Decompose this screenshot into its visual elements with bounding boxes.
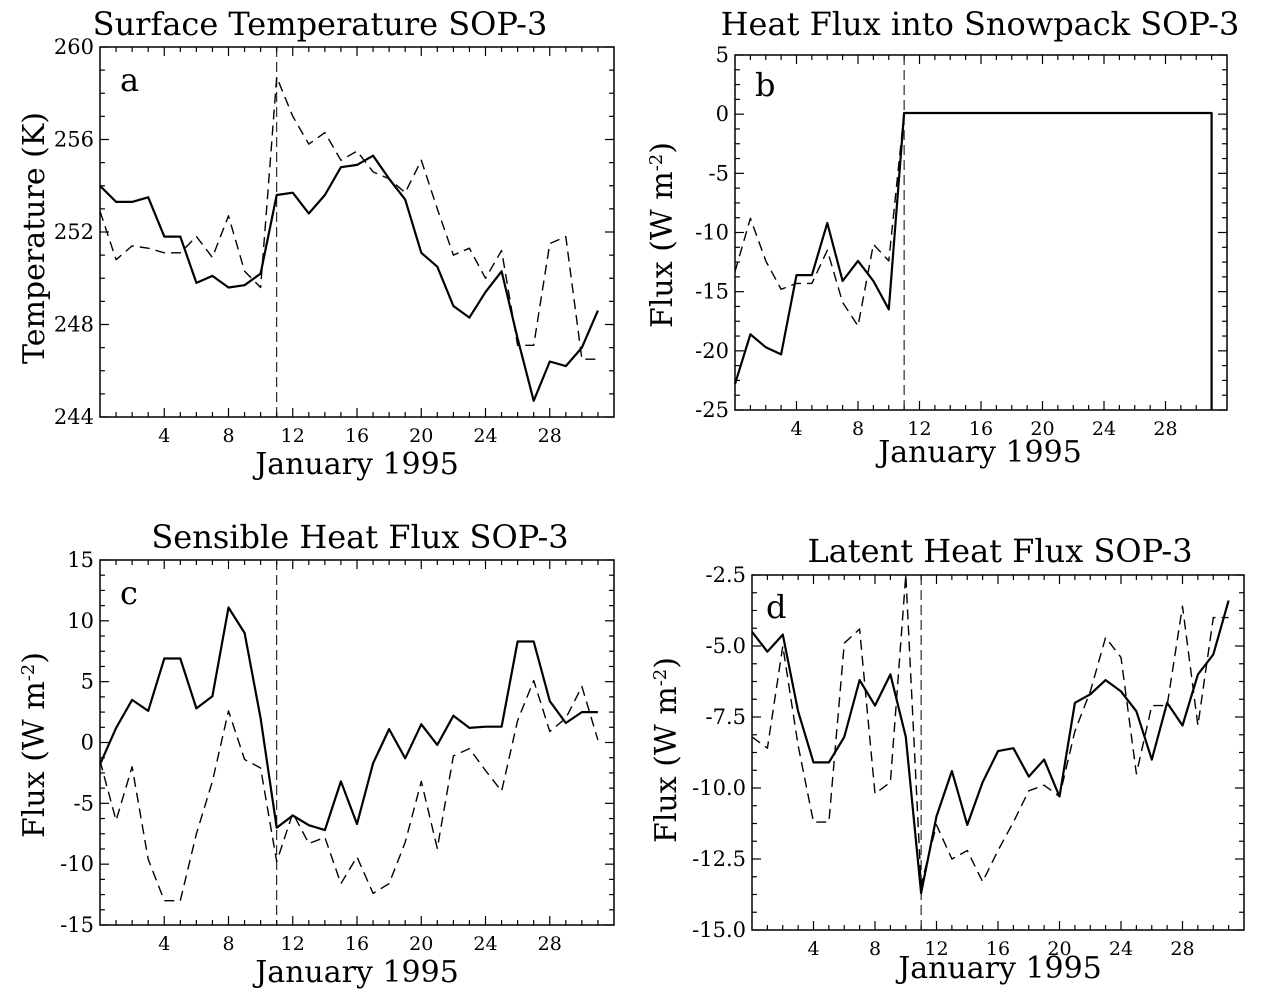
panel-d-y-axis-label-end: ) xyxy=(649,657,684,669)
panel-d-y-axis-label: Flux (W m-2) xyxy=(649,657,684,843)
panel-d-x-tick-label: 16 xyxy=(986,938,1010,960)
panel-d-x-tick-label: 8 xyxy=(869,938,881,960)
panel-c-x-tick-label: 20 xyxy=(409,933,433,955)
panel-b-y-axis-label-superscript: -2 xyxy=(646,154,667,172)
panel-c-x-axis-label: January 1995 xyxy=(252,955,459,990)
panel-d: Latent Heat Flux SOP-3 January 1995 Flux… xyxy=(649,532,1245,986)
panel-c: Sensible Heat Flux SOP-3 January 1995 Fl… xyxy=(17,518,615,990)
panel-a-y-tick-label: 248 xyxy=(54,313,94,337)
panel-a-x-tick-label: 20 xyxy=(409,425,433,447)
panel-a-x-tick-label: 28 xyxy=(538,425,562,447)
panel-c-title: Sensible Heat Flux SOP-3 xyxy=(151,518,568,556)
panel-d-x-tick-label: 4 xyxy=(807,938,819,960)
panel-c-x-tick-label: 28 xyxy=(538,933,562,955)
panel-a-x-tick-label: 16 xyxy=(345,425,369,447)
panel-c-y-tick-label: -5 xyxy=(74,791,94,815)
panel-d-y-tick-label: -7.5 xyxy=(706,705,747,729)
panel-d-y-axis-label-text: Flux (W m xyxy=(649,686,684,843)
panel-c-series-solid-line xyxy=(98,606,598,832)
panel-d-y-axis-label-superscript: -2 xyxy=(650,669,671,687)
panel-b-y-tick-label: 0 xyxy=(716,102,729,126)
panel-b: Heat Flux into Snowpack SOP-3 January 19… xyxy=(645,5,1239,470)
panel-b-y-axis-label-end: ) xyxy=(645,142,680,154)
panel-b-x-tick-label: 4 xyxy=(790,418,802,440)
panel-d-y-tick-label: -2.5 xyxy=(706,563,747,587)
panel-c-y-tick-label: 0 xyxy=(81,731,94,755)
panel-d-title: Latent Heat Flux SOP-3 xyxy=(807,532,1192,570)
panel-a: Surface Temperature SOP-3 January 1995 T… xyxy=(17,5,615,482)
panel-c-y-axis-label-superscript: -2 xyxy=(18,664,39,682)
panel-b-title: Heat Flux into Snowpack SOP-3 xyxy=(721,5,1240,43)
panel-a-letter: a xyxy=(120,61,139,99)
panel-a-x-tick-label: 4 xyxy=(158,425,170,447)
panel-b-series-dashed-line xyxy=(734,112,905,327)
panel-c-y-tick-label: 5 xyxy=(81,670,94,694)
panel-a-x-tick-label: 12 xyxy=(281,425,305,447)
panel-a-y-tick-label: 260 xyxy=(54,35,94,59)
panel-b-y-tick-label: -25 xyxy=(695,398,729,422)
panel-b-x-axis-label: January 1995 xyxy=(875,435,1082,470)
panel-a-x-axis-label: January 1995 xyxy=(252,447,459,482)
panel-a-series-solid-line xyxy=(99,154,599,402)
panel-a-y-tick-label: 256 xyxy=(54,128,94,152)
panel-c-y-tick-label: -10 xyxy=(60,852,94,876)
panel-b-x-tick-label: 8 xyxy=(852,418,864,440)
panel-a-title: Surface Temperature SOP-3 xyxy=(93,5,548,43)
panel-c-y-axis-label: Flux (W m-2) xyxy=(17,652,52,838)
panel-b-y-tick-label: -20 xyxy=(695,339,729,363)
panel-b-y-axis-label-text: Flux (W m xyxy=(645,171,680,328)
panel-d-y-tick-label: -12.5 xyxy=(692,847,746,871)
panel-a-y-tick-label: 252 xyxy=(54,220,94,244)
panel-c-x-tick-label: 4 xyxy=(158,933,170,955)
panel-d-letter: d xyxy=(766,588,786,626)
panel-a-plot-frame xyxy=(99,46,615,418)
panel-b-series-solid-line xyxy=(733,111,1213,410)
panel-c-y-tick-label: -15 xyxy=(60,913,94,937)
panel-b-y-tick-label: -5 xyxy=(709,161,729,185)
panel-b-y-tick-label: -15 xyxy=(695,280,729,304)
panel-b-y-tick-label: -10 xyxy=(695,221,729,245)
panel-d-x-tick-label: 12 xyxy=(924,938,948,960)
panel-c-plot-frame xyxy=(99,559,615,926)
panel-b-x-tick-label: 20 xyxy=(1030,418,1054,440)
panel-c-series-dashed-line xyxy=(99,679,599,902)
panel-b-x-tick-label: 28 xyxy=(1153,418,1177,440)
panel-d-series-solid-line xyxy=(751,600,1230,895)
panel-a-x-tick-label: 24 xyxy=(473,425,497,447)
panel-b-x-tick-label: 16 xyxy=(969,418,993,440)
panel-d-series-dashed-line xyxy=(751,574,1229,886)
panel-b-letter: b xyxy=(755,66,775,104)
panel-c-x-tick-label: 16 xyxy=(345,933,369,955)
panel-c-x-tick-label: 12 xyxy=(281,933,305,955)
panel-b-y-axis-label: Flux (W m-2) xyxy=(645,142,680,328)
panel-d-x-tick-label: 24 xyxy=(1109,938,1133,960)
panel-d-x-axis-label: January 1995 xyxy=(895,951,1102,986)
panel-d-y-tick-label: -15.0 xyxy=(692,918,746,942)
panel-d-y-tick-label: -10.0 xyxy=(692,776,746,800)
panel-a-y-axis-label: Temperature (K) xyxy=(17,112,52,364)
panel-d-y-tick-label: -5.0 xyxy=(706,634,747,658)
panel-a-y-tick-label: 244 xyxy=(54,405,94,429)
panel-c-y-tick-label: 15 xyxy=(67,548,94,572)
panel-c-x-tick-label: 8 xyxy=(222,933,234,955)
panel-c-x-tick-label: 24 xyxy=(473,933,497,955)
panel-b-y-tick-label: 5 xyxy=(716,43,729,67)
panel-c-y-tick-label: 10 xyxy=(67,609,94,633)
panel-b-x-tick-label: 24 xyxy=(1092,418,1116,440)
panel-a-x-tick-label: 8 xyxy=(222,425,234,447)
panel-c-y-axis-label-text: Flux (W m xyxy=(17,681,52,838)
panel-b-x-tick-label: 12 xyxy=(907,418,931,440)
panel-c-letter: c xyxy=(120,574,138,612)
panel-c-y-axis-label-end: ) xyxy=(17,652,52,664)
panel-b-plot-frame xyxy=(734,54,1228,411)
panel-a-series-dashed-line xyxy=(99,76,598,360)
panel-d-x-tick-label: 20 xyxy=(1047,938,1071,960)
panel-d-x-tick-label: 28 xyxy=(1170,938,1194,960)
